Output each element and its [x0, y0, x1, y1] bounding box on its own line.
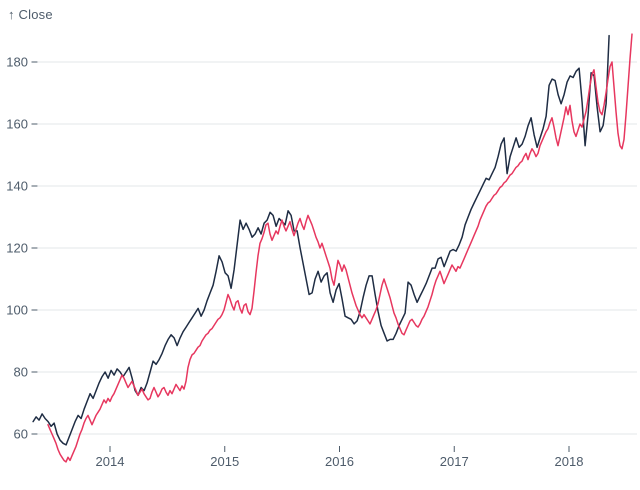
series-line-crimson-close — [47, 33, 633, 463]
x-tick-label: 2015 — [210, 454, 239, 469]
y-axis-ticks: 60 80 100 120 140 160 180 — [6, 55, 38, 442]
x-axis-ticks: 2014 2015 2016 2017 2018 — [96, 446, 584, 469]
x-tick-label: 2018 — [555, 454, 584, 469]
series-lines — [32, 33, 633, 463]
gridlines — [38, 61, 637, 435]
y-tick-label: 80 — [14, 365, 28, 380]
y-tick-label: 120 — [6, 241, 28, 256]
series-line-dark-navy-close — [32, 34, 610, 446]
y-axis-title: ↑ Close — [8, 7, 53, 22]
y-tick-label: 100 — [6, 303, 28, 318]
y-tick-label: 140 — [6, 179, 28, 194]
x-tick-label: 2016 — [325, 454, 354, 469]
y-tick-label: 160 — [6, 117, 28, 132]
y-tick-label: 180 — [6, 55, 28, 70]
x-tick-label: 2017 — [440, 454, 469, 469]
x-tick-label: 2014 — [96, 454, 125, 469]
y-tick-label: 60 — [14, 427, 28, 442]
